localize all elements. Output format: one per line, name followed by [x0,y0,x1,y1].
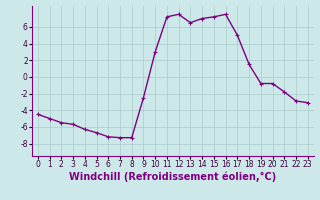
X-axis label: Windchill (Refroidissement éolien,°C): Windchill (Refroidissement éolien,°C) [69,172,276,182]
